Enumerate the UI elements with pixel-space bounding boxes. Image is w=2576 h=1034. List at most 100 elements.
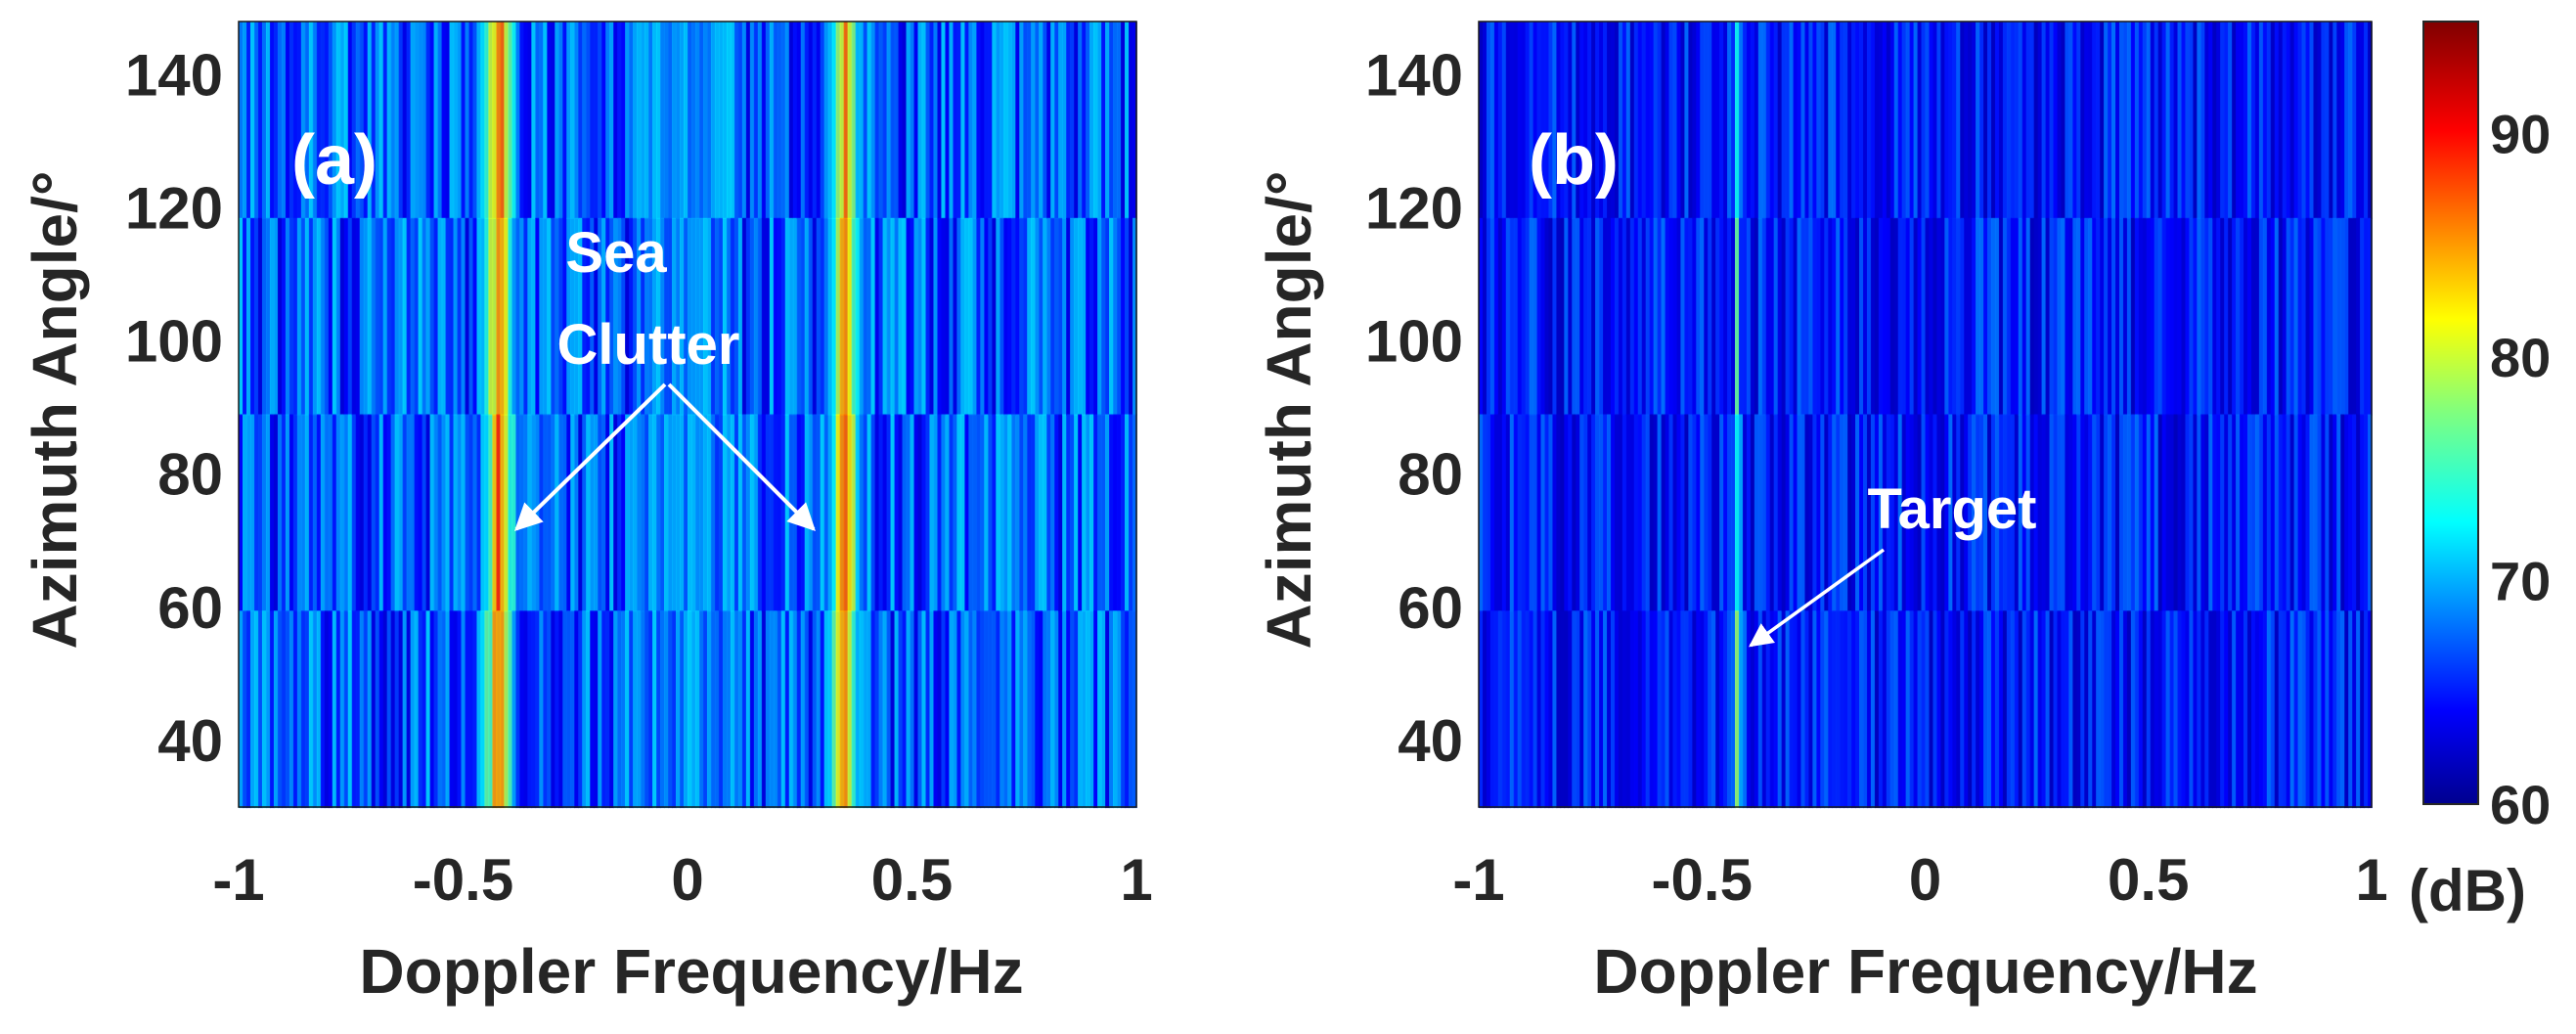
heatmap-cell xyxy=(855,414,861,612)
heatmap-cell xyxy=(925,610,931,809)
heatmap-cell xyxy=(1532,414,1538,612)
heatmap-cell xyxy=(2208,22,2214,219)
heatmap-cell xyxy=(1684,217,1690,416)
heatmap-cell xyxy=(1062,610,1067,809)
heatmap-cell xyxy=(2065,22,2070,219)
heatmap-cell xyxy=(2092,22,2097,219)
heatmap-cell xyxy=(1572,610,1577,809)
heatmap-cell xyxy=(1621,217,1627,416)
heatmap-cell xyxy=(253,610,259,809)
heatmap-cell xyxy=(1723,217,1728,416)
heatmap-cell xyxy=(1621,610,1627,809)
heatmap-cell xyxy=(1011,22,1017,219)
heatmap-cell xyxy=(429,610,435,809)
heatmap-cell xyxy=(1878,217,1884,416)
heatmap-cell xyxy=(1948,217,1954,416)
heatmap-cell xyxy=(1925,610,1931,809)
heatmap-cell xyxy=(718,217,724,416)
heatmap-cell xyxy=(1855,610,1860,809)
heatmap-cell xyxy=(1889,217,1895,416)
heatmap-cell xyxy=(1715,610,1720,809)
heatmap-cell xyxy=(437,22,443,219)
heatmap-cell xyxy=(239,414,244,612)
heatmap-cell xyxy=(1579,217,1584,416)
heatmap-cell xyxy=(1625,610,1631,809)
heatmap-cell xyxy=(1998,610,2004,809)
heatmap-cell xyxy=(2146,217,2152,416)
heatmap-cell xyxy=(347,414,353,612)
heatmap-cell xyxy=(1781,22,1787,219)
heatmap-cell xyxy=(2104,22,2109,219)
heatmap-cell xyxy=(1007,414,1013,612)
heatmap-cell xyxy=(882,414,888,612)
heatmap-cell xyxy=(980,22,986,219)
heatmap-cell xyxy=(1704,217,1709,416)
heatmap-cell xyxy=(784,22,790,219)
heatmap-cell xyxy=(796,217,802,416)
heatmap-cell xyxy=(859,610,865,809)
heatmap-cell xyxy=(690,22,696,219)
heatmap-cell xyxy=(1738,22,1744,219)
heatmap-cell xyxy=(1078,610,1083,809)
heatmap-cell xyxy=(570,22,576,219)
heatmap-cell xyxy=(2037,414,2043,612)
heatmap-cell xyxy=(2368,610,2373,809)
heatmap-cell xyxy=(414,414,420,612)
heatmap-cell xyxy=(363,414,369,612)
heatmap-cell xyxy=(382,217,388,416)
heatmap-cell xyxy=(808,217,814,416)
heatmap-cell xyxy=(324,414,330,612)
heatmap-cell xyxy=(2100,414,2105,612)
heatmap-cell xyxy=(304,22,310,219)
heatmap-cell xyxy=(2364,610,2369,809)
heatmap-cell xyxy=(1576,217,1581,416)
heatmap-cell xyxy=(1909,610,1915,809)
heatmap-cell xyxy=(2332,414,2338,612)
heatmap-cell xyxy=(1583,217,1588,416)
heatmap-cell xyxy=(1990,610,1996,809)
heatmap-cell xyxy=(953,610,958,809)
heatmap-cell xyxy=(515,610,521,809)
heatmap-cell xyxy=(1066,217,1071,416)
heatmap-cell xyxy=(406,610,412,809)
heatmap-cell xyxy=(933,217,939,416)
heatmap-cell xyxy=(500,610,506,809)
heatmap-cell xyxy=(1847,22,1852,219)
heatmap-cell xyxy=(324,217,330,416)
heatmap-cell xyxy=(1019,610,1025,809)
heatmap-cell xyxy=(2122,414,2128,612)
heatmap-cell xyxy=(367,610,373,809)
heatmap-cell xyxy=(2321,217,2327,416)
heatmap-cell xyxy=(1070,610,1075,809)
heatmap-cell xyxy=(2200,610,2206,809)
heatmap-cell xyxy=(2258,414,2264,612)
heatmap-cell xyxy=(617,217,622,416)
heatmap-cell xyxy=(984,217,990,416)
heatmap-cell xyxy=(921,414,927,612)
heatmap-cell xyxy=(1505,217,1511,416)
heatmap-cell xyxy=(292,414,298,612)
heatmap-cell xyxy=(1840,610,1844,809)
heatmap-cell xyxy=(1859,414,1864,612)
heatmap-cell xyxy=(733,22,739,219)
heatmap-cell xyxy=(2317,217,2323,416)
heatmap-cell xyxy=(1851,22,1856,219)
heatmap-cell xyxy=(488,414,494,612)
heatmap-cell xyxy=(902,22,908,219)
heatmap-cell xyxy=(1789,22,1795,219)
heatmap-cell xyxy=(1719,610,1724,809)
heatmap-cell xyxy=(992,217,998,416)
heatmap-cell xyxy=(621,217,626,416)
heatmap-cell xyxy=(613,610,618,809)
heatmap-cell xyxy=(684,610,688,809)
y-tick-label: 40 xyxy=(1398,708,1463,774)
heatmap-cell xyxy=(2041,22,2047,219)
heatmap-cell xyxy=(808,22,814,219)
heatmap-cell xyxy=(300,414,306,612)
sea-clutter-arrow-left xyxy=(513,382,667,531)
heatmap-cell xyxy=(449,217,455,416)
heatmap-cell xyxy=(1855,414,1860,612)
heatmap-cell xyxy=(1793,217,1799,416)
heatmap-cell xyxy=(324,610,330,809)
heatmap-cell xyxy=(265,610,271,809)
